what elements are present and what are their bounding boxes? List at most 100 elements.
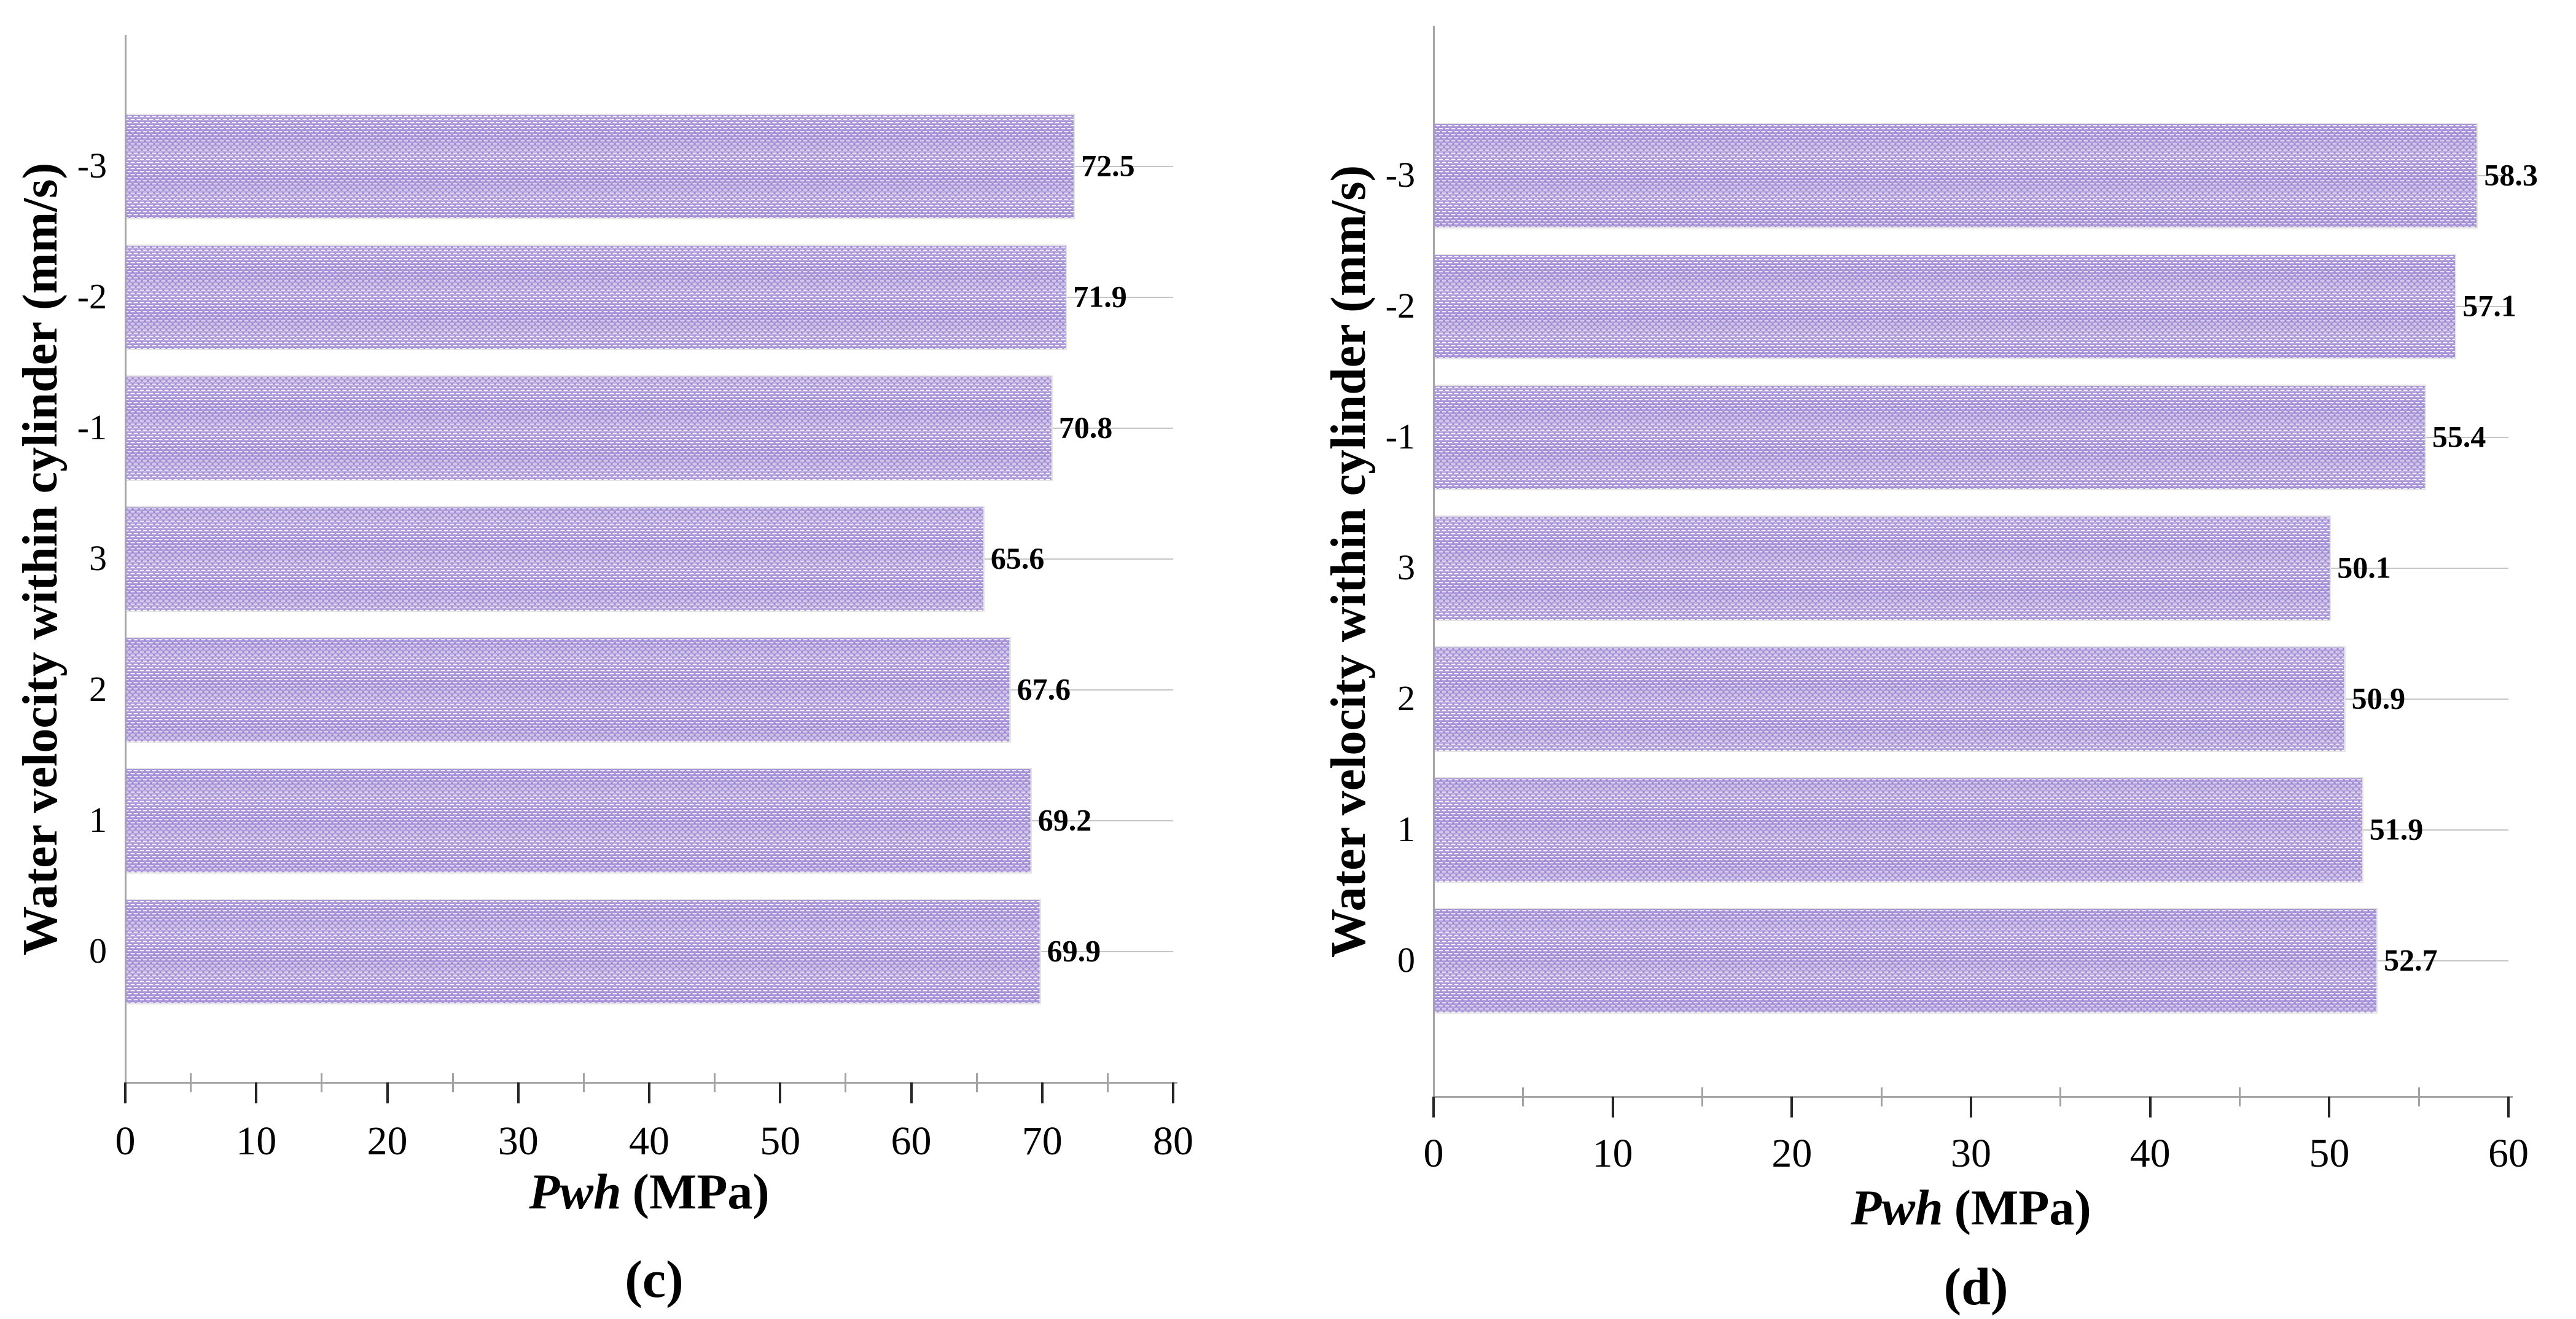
category-label: -3: [77, 145, 107, 186]
category-gridline: [2478, 175, 2508, 176]
category-label: -2: [1385, 285, 1415, 326]
category-gridline: [2426, 437, 2508, 438]
y-axis-line: [125, 35, 127, 1084]
x-axis-title: Pwh (MPa): [529, 1167, 770, 1217]
x-axis-minor-tick: [2418, 1087, 2420, 1106]
x-axis-title-symbol: Pwh: [1851, 1180, 1943, 1235]
x-axis-major-tick: [1172, 1082, 1174, 1103]
value-label: 55.4: [2432, 419, 2486, 454]
category-gridline: [2363, 829, 2508, 831]
x-axis-major-tick: [1040, 1082, 1044, 1103]
x-axis-major-tick: [386, 1082, 389, 1103]
x-axis-major-tick: [517, 1082, 520, 1103]
x-axis-major-tick: [1790, 1097, 1793, 1117]
x-axis-minor-tick: [1106, 1073, 1109, 1092]
category-gridline: [2345, 699, 2508, 700]
x-axis-line: [1433, 1096, 2513, 1098]
category-gridline: [1031, 820, 1173, 821]
x-axis-tick-label: 20: [367, 1119, 408, 1164]
bar: [1434, 385, 2426, 490]
value-label: 50.9: [2351, 681, 2406, 716]
value-label: 69.9: [1047, 933, 1101, 968]
x-axis-tick-label: 30: [498, 1119, 539, 1164]
bar: [125, 114, 1075, 219]
bar: [125, 375, 1053, 481]
x-axis-tick-label: 40: [2129, 1131, 2171, 1176]
x-axis-minor-tick: [2059, 1087, 2062, 1106]
x-axis-tick-label: 50: [760, 1119, 801, 1164]
category-label: 2: [89, 668, 107, 709]
category-gridline: [2378, 960, 2508, 961]
x-axis-tick-label: 60: [891, 1119, 932, 1164]
value-label: 50.1: [2337, 550, 2391, 585]
y-axis-line: [1433, 26, 1435, 1098]
bar: [125, 899, 1041, 1004]
x-axis-tick-label: 80: [1153, 1119, 1193, 1164]
x-axis-tick-label: 30: [1951, 1131, 1991, 1176]
bar: [1434, 123, 2478, 229]
x-axis-tick-label: 0: [1423, 1131, 1444, 1176]
x-axis-minor-tick: [451, 1073, 454, 1092]
x-axis-minor-tick: [582, 1073, 585, 1092]
panel-label-d: (d): [1943, 1257, 2008, 1316]
x-axis-minor-tick: [1701, 1087, 1703, 1106]
x-axis-tick-label: 0: [115, 1119, 136, 1164]
category-label: -1: [1385, 416, 1415, 456]
bar: [125, 637, 1011, 743]
category-label: -3: [1385, 154, 1415, 195]
category-gridline: [1052, 428, 1173, 429]
x-axis-minor-tick: [321, 1073, 323, 1092]
panel-label-c: (c): [625, 1250, 684, 1309]
x-axis-major-tick: [2149, 1097, 2152, 1117]
x-axis-minor-tick: [845, 1073, 847, 1092]
x-axis-tick-label: 60: [2488, 1131, 2529, 1176]
x-axis-major-tick: [255, 1082, 258, 1103]
x-axis-tick-label: 10: [236, 1119, 277, 1164]
value-label: 52.7: [2384, 942, 2438, 977]
value-label: 58.3: [2484, 157, 2538, 192]
value-label: 67.6: [1017, 671, 1071, 706]
x-axis-line: [125, 1082, 1177, 1084]
bar: [125, 245, 1067, 350]
x-axis-title: Pwh (MPa): [1851, 1183, 2091, 1233]
x-axis-tick-label: 50: [2309, 1131, 2350, 1176]
category-label: 0: [1397, 939, 1415, 980]
x-axis-major-tick: [1611, 1097, 1614, 1117]
x-axis-title-symbol: Pwh: [529, 1164, 622, 1219]
x-axis-minor-tick: [1880, 1087, 1883, 1106]
x-axis-tick-label: 10: [1592, 1131, 1633, 1176]
bar: [125, 768, 1032, 874]
value-label: 65.6: [990, 541, 1045, 576]
x-axis-major-tick: [1432, 1097, 1435, 1117]
category-label: 3: [89, 538, 107, 578]
bar: [1434, 254, 2457, 359]
x-axis-minor-tick: [714, 1073, 716, 1092]
x-axis-major-tick: [2328, 1097, 2331, 1117]
value-label: 57.1: [2462, 288, 2516, 323]
x-axis-major-tick: [1970, 1097, 1972, 1117]
bar: [1434, 646, 2346, 752]
x-axis-tick-label: 40: [629, 1119, 669, 1164]
category-gridline: [2456, 306, 2508, 307]
category-gridline: [984, 558, 1173, 560]
category-label: 1: [1397, 808, 1415, 849]
x-axis-minor-tick: [2239, 1087, 2241, 1106]
category-label: 3: [1397, 547, 1415, 587]
category-label: -2: [77, 276, 107, 316]
x-axis-tick-label: 20: [1771, 1131, 1813, 1176]
x-axis-major-tick: [648, 1082, 650, 1103]
category-gridline: [2331, 568, 2508, 569]
x-axis-title-unit: (MPa): [632, 1164, 770, 1219]
value-label: 72.5: [1081, 148, 1135, 183]
value-label: 51.9: [2369, 812, 2424, 847]
x-axis-minor-tick: [190, 1073, 192, 1092]
value-label: 70.8: [1058, 410, 1113, 445]
x-axis-minor-tick: [1522, 1087, 1524, 1106]
x-axis-major-tick: [2507, 1097, 2510, 1117]
bar: [1434, 908, 2378, 1014]
category-gridline: [1067, 297, 1173, 298]
category-label: -1: [77, 407, 107, 447]
value-label: 69.2: [1037, 802, 1092, 837]
category-gridline: [1040, 951, 1173, 952]
